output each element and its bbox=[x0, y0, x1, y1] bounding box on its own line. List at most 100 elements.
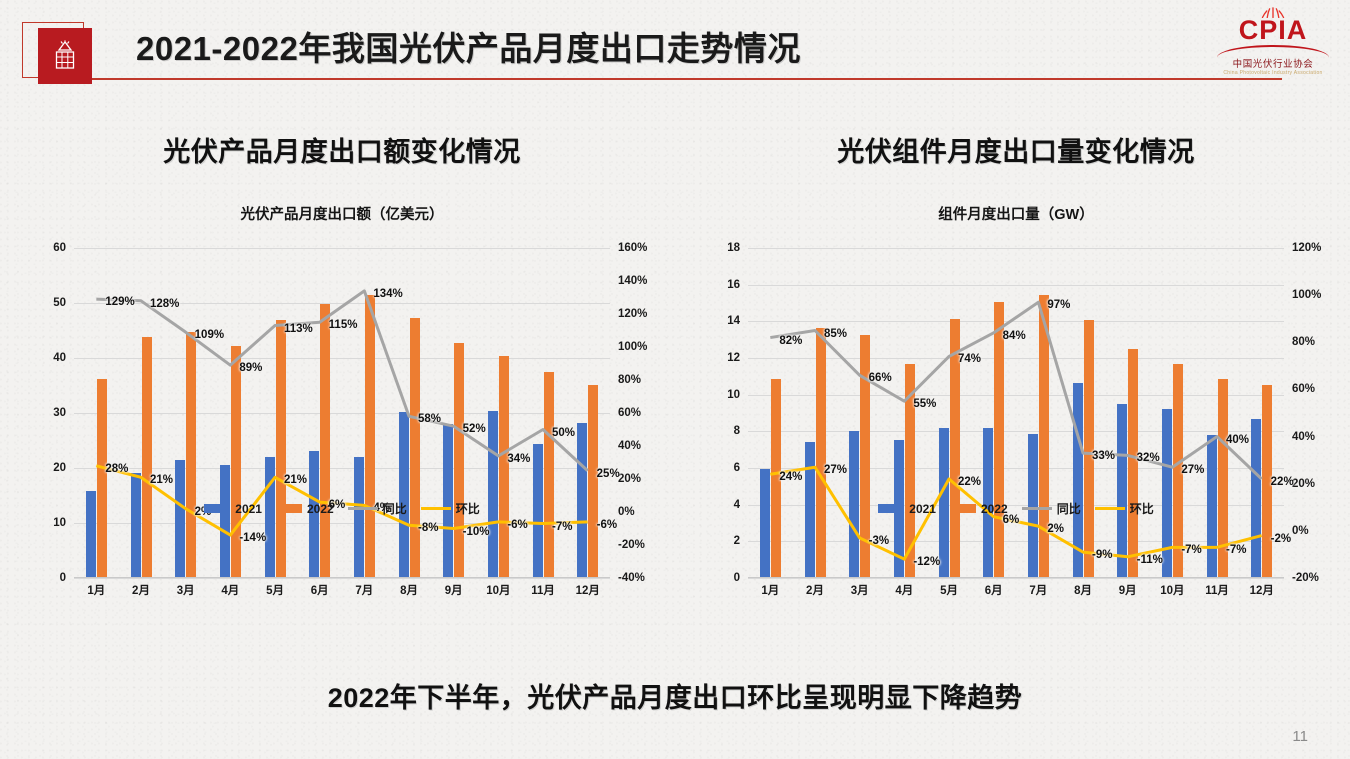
mom-data-label: 6% bbox=[1002, 513, 1020, 526]
plot-canvas: 0 10 20 30 40 50 60 -40% -20% 0% 20% 40% 60% 80% 100% 1… bbox=[53, 242, 647, 584]
bar-2022 bbox=[186, 331, 197, 577]
bar-2021 bbox=[759, 468, 770, 577]
bar-2022 bbox=[498, 356, 509, 577]
gridline bbox=[74, 578, 610, 579]
legend-item-2022[interactable]: 2022 bbox=[275, 501, 334, 516]
legend-item-mom[interactable]: 环比 bbox=[420, 500, 480, 517]
bar-2021 bbox=[1072, 382, 1083, 577]
y-axis-tick-label: 10 bbox=[53, 517, 66, 529]
bar-2022 bbox=[275, 319, 286, 577]
x-axis-tick-label: 9月 bbox=[1118, 585, 1137, 597]
mom-data-label: -14% bbox=[239, 532, 267, 545]
bar-group bbox=[74, 248, 119, 577]
yoy-data-label: 84% bbox=[1002, 329, 1026, 342]
y-axis-tick-label: 30 bbox=[53, 407, 66, 419]
gridline bbox=[74, 523, 610, 524]
bar-2021 bbox=[577, 423, 588, 577]
mom-data-label: 24% bbox=[779, 471, 803, 484]
bar-group bbox=[253, 248, 298, 577]
solar-panel-icon bbox=[38, 28, 92, 84]
bar-2022 bbox=[543, 372, 554, 577]
bar-2022 bbox=[141, 337, 152, 577]
secondary-y-axis-tick-label: 100% bbox=[618, 341, 648, 353]
x-axis-tick-label: 3月 bbox=[176, 585, 195, 597]
bar-2022 bbox=[994, 302, 1005, 577]
x-axis-tick-label: 5月 bbox=[266, 585, 284, 597]
mom-data-label: 28% bbox=[105, 462, 129, 475]
legend-swatch-icon bbox=[275, 504, 302, 513]
legend-item-2021[interactable]: 2021 bbox=[204, 502, 262, 516]
y-axis-tick-label: 14 bbox=[727, 315, 740, 328]
secondary-y-axis-tick-label: 80% bbox=[1292, 336, 1316, 349]
bar-2022 bbox=[815, 327, 826, 577]
cpia-english-name: China Photovoltaic Industry Association bbox=[1223, 70, 1323, 76]
legend-line-icon bbox=[347, 507, 378, 510]
bar-2022 bbox=[409, 317, 420, 577]
gridline bbox=[748, 394, 1284, 396]
legend-label: 2021 bbox=[909, 501, 936, 516]
mom-data-label: 21% bbox=[150, 474, 174, 487]
y-axis-tick-label: 10 bbox=[727, 388, 740, 401]
cpia-arc-decor bbox=[1217, 45, 1329, 58]
secondary-y-axis-tick-label: -40% bbox=[618, 572, 645, 584]
bar-2021 bbox=[443, 424, 454, 577]
bar-2021 bbox=[983, 427, 994, 577]
legend-item-2022[interactable]: 2022 bbox=[949, 502, 1008, 516]
bar-group bbox=[927, 248, 972, 577]
yoy-data-label: 129% bbox=[105, 296, 135, 309]
legend-item-yoy[interactable]: 同比 bbox=[1021, 500, 1081, 517]
gridline bbox=[748, 431, 1284, 433]
bar-2021 bbox=[1161, 409, 1172, 577]
bar-group bbox=[163, 248, 208, 577]
yoy-data-label: 25% bbox=[596, 467, 620, 480]
legend-item-yoy[interactable]: 同比 bbox=[347, 500, 407, 517]
yoy-data-label: 58% bbox=[418, 413, 442, 426]
cpia-chinese-name: 中国光伏行业协会 bbox=[1232, 59, 1314, 70]
bar-group bbox=[476, 248, 521, 577]
x-axis-tick-label: 1月 bbox=[761, 585, 780, 597]
x-axis-tick-label: 6月 bbox=[310, 585, 329, 597]
gridline bbox=[74, 413, 610, 414]
y-axis-tick-label: 18 bbox=[727, 242, 740, 254]
x-axis-tick-label: 10月 bbox=[486, 585, 511, 597]
bar-group bbox=[1150, 248, 1195, 577]
yoy-data-label: 134% bbox=[373, 287, 403, 300]
x-axis-tick-label: 11月 bbox=[1205, 585, 1229, 597]
gridline bbox=[748, 541, 1284, 543]
y-axis-tick-label: 8 bbox=[733, 425, 740, 438]
bar-group bbox=[521, 248, 566, 577]
yoy-data-label: 113% bbox=[284, 322, 313, 335]
x-axis-tick-label: 8月 bbox=[400, 585, 418, 597]
yoy-line bbox=[770, 300, 1263, 481]
header-divider bbox=[92, 78, 1282, 80]
bar-2021 bbox=[1027, 434, 1038, 577]
yoy-data-label: 115% bbox=[328, 319, 358, 332]
bar-2022 bbox=[1038, 294, 1049, 577]
bar-2021 bbox=[264, 456, 275, 577]
y-axis-tick-label: 6 bbox=[733, 462, 740, 474]
mom-line bbox=[770, 465, 1263, 561]
secondary-y-axis-tick-label: 120% bbox=[618, 308, 648, 320]
mom-line bbox=[95, 464, 588, 537]
mom-data-label: -6% bbox=[507, 518, 528, 531]
legend-item-mom[interactable]: 环比 bbox=[1094, 500, 1154, 517]
legend-swatch-icon bbox=[204, 504, 231, 513]
mom-data-label: 21% bbox=[284, 474, 308, 487]
bar-2022 bbox=[770, 379, 781, 577]
y-axis-tick-label: 50 bbox=[53, 297, 66, 309]
bar-2021 bbox=[398, 412, 409, 577]
yoy-data-label: 40% bbox=[1226, 433, 1250, 446]
mom-data-label: 4% bbox=[373, 502, 390, 515]
chart-axis-caption: 光伏产品月度出口额（亿美元） bbox=[240, 207, 444, 223]
secondary-y-axis-tick-label: 120% bbox=[1292, 242, 1322, 254]
mom-data-label: 6% bbox=[328, 499, 346, 512]
mom-data-label: -7% bbox=[1226, 544, 1247, 557]
mom-data-label: 27% bbox=[824, 464, 848, 477]
legend-item-2021[interactable]: 2021 bbox=[878, 502, 936, 516]
yoy-data-label: 52% bbox=[462, 423, 486, 436]
bar-2021 bbox=[1206, 434, 1217, 577]
legend-label: 2022 bbox=[306, 501, 334, 516]
gridline bbox=[748, 321, 1284, 323]
yoy-line bbox=[96, 289, 589, 472]
bar-2022 bbox=[1217, 379, 1228, 577]
